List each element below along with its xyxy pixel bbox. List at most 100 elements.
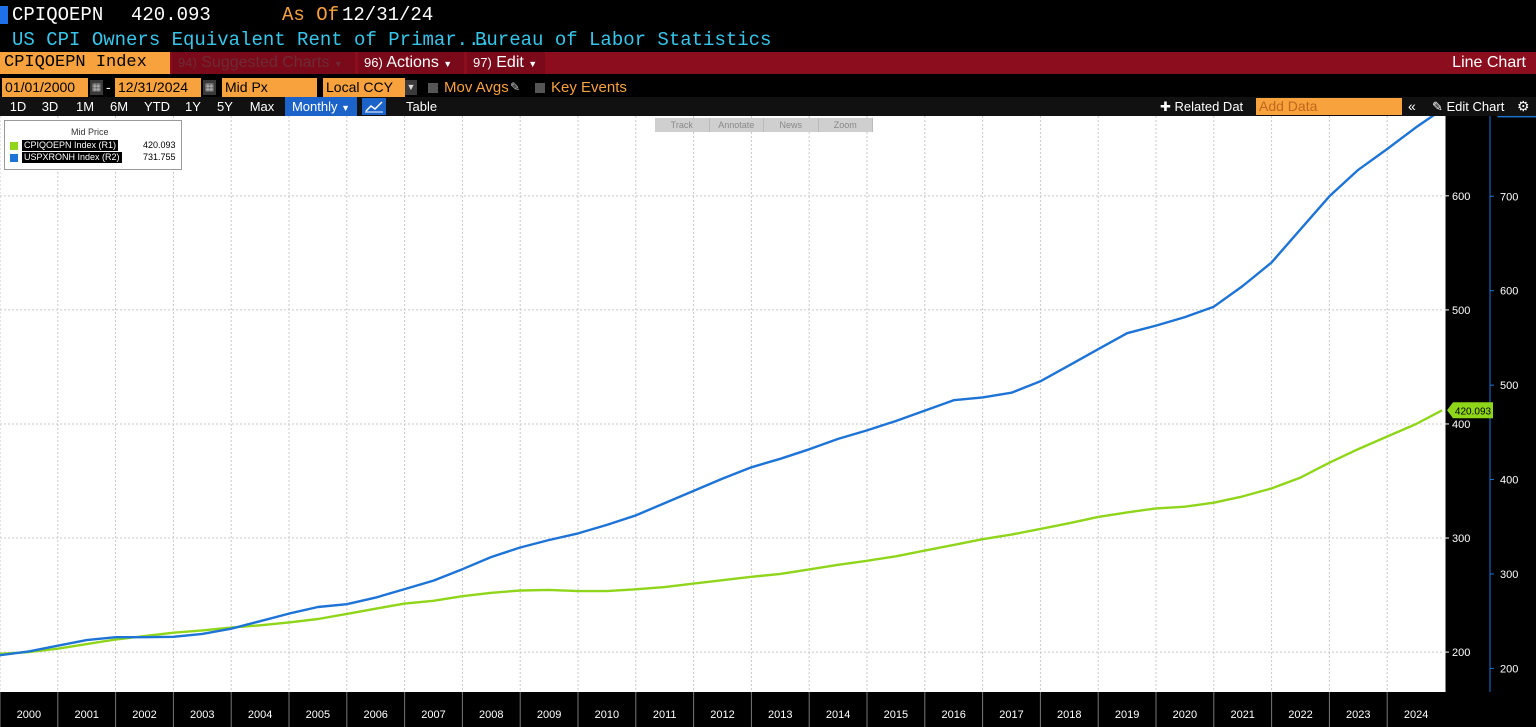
period-1y[interactable]: 1Y	[185, 99, 201, 114]
x-tick-label: 2009	[537, 709, 561, 721]
r1-tick-label: 600	[1452, 191, 1470, 203]
dropdown-arrow-icon: ▼	[333, 59, 343, 69]
period-1d[interactable]: 1D	[9, 99, 27, 114]
r2-last-value-tag-shape	[1496, 116, 1536, 118]
title-bar: CPIQOEPN 420.093 As Of 12/31/24	[0, 0, 1536, 28]
series-line-r2	[0, 116, 1435, 657]
x-tick-label: 2015	[884, 709, 908, 721]
edit-menu[interactable]: 97) Edit ▼	[467, 52, 545, 74]
currency-select[interactable]: Local CCY	[323, 78, 405, 97]
x-tick-label: 2008	[479, 709, 503, 721]
legend-swatch	[10, 142, 18, 150]
x-tick-label: 2006	[363, 709, 387, 721]
x-tick-label: 2011	[653, 709, 677, 721]
annotate-tool[interactable]: Annotate	[710, 118, 764, 132]
add-data-input[interactable]: Add Data	[1256, 98, 1402, 115]
r2-tick-label: 600	[1500, 286, 1518, 298]
calendar-icon[interactable]: ▦	[90, 80, 103, 95]
chart-area[interactable]: 200 300 400 500 600 200 300 400 500 600 700 2000 200…	[0, 116, 1536, 727]
end-date-input[interactable]: 12/31/2024	[115, 78, 201, 97]
actions-menu[interactable]: 96) Actions ▼	[358, 52, 464, 74]
period-6m[interactable]: 6M	[109, 99, 129, 114]
x-tick-label: 2000	[17, 709, 41, 721]
dropdown-arrow-icon: ▼	[528, 59, 538, 69]
x-tick-label: 2004	[248, 709, 272, 721]
zoom-tool[interactable]: Zoom	[819, 118, 873, 132]
news-tool[interactable]: News	[764, 118, 819, 132]
mov-avgs-label[interactable]: Mov Avgs	[444, 79, 509, 96]
line-chart[interactable]: 200 300 400 500 600 200 300 400 500 600 700 2000 200…	[0, 116, 1536, 727]
security-input[interactable]: CPIQOEPN Index	[0, 52, 170, 74]
r1-tick-label: 500	[1452, 305, 1470, 317]
x-tick-label: 2003	[190, 709, 214, 721]
suggested-label: Suggested Charts	[201, 54, 330, 71]
legend-swatch	[10, 154, 18, 162]
r2-tick-label: 500	[1500, 380, 1518, 392]
plot-background	[0, 116, 1445, 692]
actions-number: 96)	[364, 55, 383, 70]
data-source: Bureau of Labor Statistics	[475, 29, 772, 51]
r1-last-value-tag-shape	[1447, 402, 1493, 419]
x-tick-label: 2017	[999, 709, 1023, 721]
plus-icon: ✚	[1160, 99, 1175, 114]
period-max[interactable]: Max	[249, 99, 275, 114]
edit-chart-button[interactable]: ✎ Edit Chart	[1432, 97, 1504, 116]
as-of-date: 12/31/24	[342, 4, 434, 26]
period-1m[interactable]: 1M	[75, 99, 95, 114]
edit-chart-label: Edit Chart	[1446, 99, 1505, 114]
period-ytd[interactable]: YTD	[144, 99, 170, 114]
r2-tick-label: 200	[1500, 663, 1518, 675]
related-data-label: Related Dat	[1174, 99, 1244, 114]
x-tick-label: 2002	[132, 709, 156, 721]
ticker-symbol[interactable]: CPIQOEPN	[12, 4, 104, 26]
collapse-icon[interactable]: «	[1408, 98, 1416, 114]
dropdown-arrow-icon: ▼	[443, 59, 453, 69]
x-tick-label: 2007	[421, 709, 445, 721]
x-tick-label: 2014	[826, 709, 850, 721]
x-tick-label: 2005	[306, 709, 330, 721]
price-type-select[interactable]: Mid Px	[222, 78, 317, 97]
legend-name: USPXRONH Index (R2)	[22, 152, 122, 163]
chart-legend[interactable]: Mid Price CPIQOEPN Index (R1) 420.093 US…	[4, 120, 182, 170]
ticker-marker	[0, 6, 8, 24]
x-tick-label: 2016	[941, 709, 965, 721]
chart-tools-bar: Track Annotate News Zoom	[655, 118, 873, 132]
key-events-label[interactable]: Key Events	[551, 79, 627, 96]
x-tick-label: 2023	[1346, 709, 1370, 721]
r1-tick-label: 200	[1452, 647, 1470, 659]
legend-name: CPIQOEPN Index (R1)	[22, 140, 119, 151]
suggested-number: 94)	[178, 55, 197, 70]
r1-last-value-tag-label: 420.093	[1455, 406, 1492, 417]
frequency-select[interactable]: Monthly ▼	[285, 97, 357, 116]
security-description: US CPI Owners Equivalent Rent of Primar.…	[12, 29, 491, 51]
calendar-icon[interactable]: ▦	[203, 80, 216, 95]
related-data-button[interactable]: ✚ Related Dat	[1160, 97, 1243, 116]
r1-tick-label: 400	[1452, 419, 1470, 431]
suggested-charts-menu[interactable]: 94) Suggested Charts ▼	[172, 52, 355, 74]
x-tick-label: 2021	[1230, 709, 1254, 721]
period-5y[interactable]: 5Y	[217, 99, 233, 114]
pencil-icon[interactable]: ✎	[510, 80, 521, 94]
mov-avgs-checkbox[interactable]	[428, 83, 438, 93]
edit-number: 97)	[473, 55, 492, 70]
chart-toolbar: 1D 3D 1M 6M YTD 1Y 5Y Max Monthly ▼ Tabl…	[0, 97, 1536, 116]
key-events-checkbox[interactable]	[535, 83, 545, 93]
menu-bar: CPIQOEPN Index 94) Suggested Charts ▼ 96…	[0, 52, 1536, 74]
r2-tick-label: 700	[1500, 191, 1518, 203]
frequency-label: Monthly	[291, 99, 338, 114]
gear-icon[interactable]: ⚙	[1517, 98, 1530, 114]
table-button[interactable]: Table	[406, 99, 438, 114]
track-tool[interactable]: Track	[655, 118, 710, 132]
start-date-input[interactable]: 01/01/2000	[2, 78, 88, 97]
legend-header: Mid Price	[71, 127, 109, 137]
line-chart-icon[interactable]	[362, 98, 386, 115]
description-bar: US CPI Owners Equivalent Rent of Primar.…	[0, 28, 1536, 52]
r1-tick-label: 300	[1452, 533, 1470, 545]
x-tick-label: 2022	[1288, 709, 1312, 721]
chevron-down-icon[interactable]: ▼	[405, 80, 417, 95]
x-tick-label: 2019	[1115, 709, 1139, 721]
x-tick-label: 2012	[710, 709, 734, 721]
x-axis-band	[0, 692, 1445, 727]
as-of-label: As Of	[282, 4, 340, 26]
period-3d[interactable]: 3D	[41, 99, 59, 114]
